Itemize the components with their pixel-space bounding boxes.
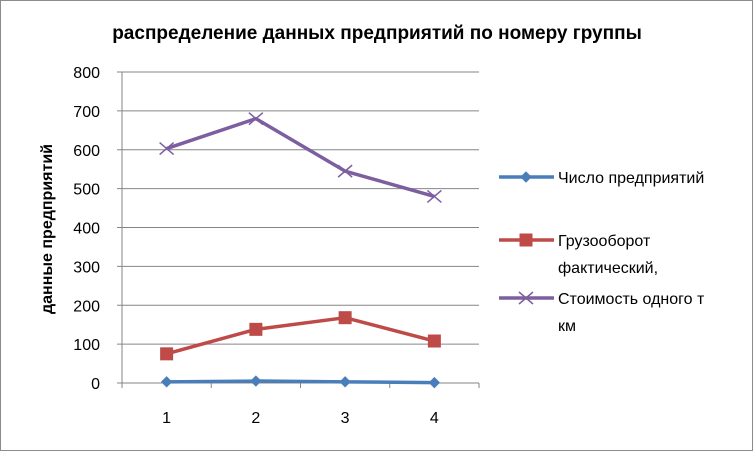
legend-label: Число предприятий — [558, 170, 704, 187]
series-3 — [159, 112, 442, 203]
series-line — [166, 315, 435, 356]
data-point — [160, 347, 174, 361]
legend-marker — [518, 291, 534, 305]
legend-item: Стоимость одного т км — [499, 291, 705, 335]
legend-item: Грузооборот фактический, — [499, 233, 658, 277]
series-line — [166, 116, 435, 199]
x-tick-label: 3 — [341, 410, 350, 427]
gridlines — [117, 71, 480, 388]
y-tick-label: 500 — [73, 182, 100, 199]
data-point — [249, 322, 263, 336]
data-point — [159, 142, 175, 156]
legend-label: фактический, — [558, 260, 658, 277]
legend-label: Грузооборот — [558, 233, 651, 250]
y-axis-label: данные предприятий — [39, 144, 56, 314]
y-tick-label: 700 — [73, 104, 100, 121]
legend-label: Стоимость одного т — [558, 291, 705, 308]
legend-marker — [520, 171, 532, 183]
legend-item: Число предприятий — [499, 170, 704, 187]
series-line — [166, 379, 435, 385]
y-tick-label: 600 — [73, 143, 100, 160]
data-point — [338, 311, 352, 325]
y-tick-label: 200 — [73, 298, 100, 315]
y-tick-label: 800 — [73, 65, 100, 82]
x-tick-label: 2 — [251, 410, 260, 427]
legend-marker — [519, 233, 533, 247]
data-point — [426, 189, 442, 203]
data-point — [427, 334, 441, 348]
x-tick-label: 4 — [430, 410, 439, 427]
x-tick-label: 1 — [162, 410, 171, 427]
y-tick-labels: 0 100 200 300 400 500 600 700 800 — [73, 65, 100, 393]
x-tick-labels: 1 2 3 4 — [162, 410, 439, 427]
y-tick-label: 400 — [73, 221, 100, 238]
data-point — [248, 112, 264, 126]
series-1 — [160, 375, 441, 389]
legend-label: км — [558, 318, 576, 335]
series-group — [159, 112, 442, 389]
chart-title: распределение данных предприятий по номе… — [112, 23, 642, 44]
y-tick-label: 300 — [73, 259, 100, 276]
legend: Число предприятий Грузооборот фактический,… — [499, 170, 705, 335]
data-point — [160, 376, 173, 388]
y-tick-label: 0 — [91, 376, 100, 393]
y-tick-label: 100 — [73, 337, 100, 354]
data-point — [250, 375, 262, 387]
data-point — [339, 376, 351, 388]
data-point — [337, 164, 353, 178]
data-point — [428, 376, 441, 389]
series-2 — [160, 311, 441, 361]
